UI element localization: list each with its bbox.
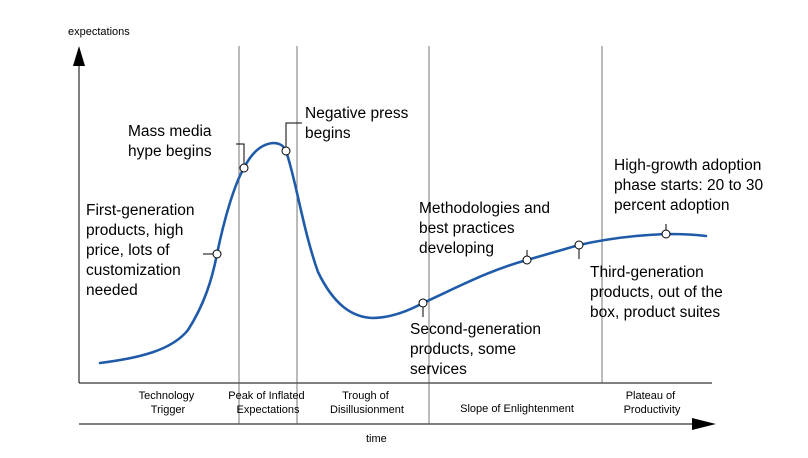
marker-mass-media <box>239 163 249 173</box>
annotation-first-generation: First-generation products, high price, l… <box>86 202 199 299</box>
annotation-mass-media: Mass media hype begins <box>128 123 216 160</box>
y-axis-label: expectations <box>68 26 130 38</box>
x-axis-label: time <box>366 433 387 445</box>
annotation-methodologies: Methodologies and best practices develop… <box>419 200 554 257</box>
hype-curve <box>98 141 708 365</box>
marker-second-generation <box>418 298 428 308</box>
marker-negative-press <box>281 146 291 156</box>
marker-high-growth <box>661 229 671 239</box>
marker-third-generation <box>574 240 584 250</box>
marker-first-generation <box>212 249 222 259</box>
y-axis-arrow <box>73 46 85 66</box>
phase-label-plateau: Plateau of Productivity <box>624 390 681 416</box>
curve-markers <box>212 146 671 308</box>
phase-label-slope: Slope of Enlightenment <box>460 403 574 415</box>
annotation-negative-press: Negative press begins <box>305 105 413 142</box>
phase-label-trough: Trough of Disillusionment <box>330 390 404 416</box>
leader-mass-media <box>236 143 245 168</box>
phase-label-peak: Peak of Inflated Expectations <box>228 390 308 416</box>
annotation-third-generation: Third-generation products, out of the bo… <box>590 264 727 321</box>
marker-methodologies <box>522 255 532 265</box>
leader-negative-press <box>285 122 302 151</box>
annotation-high-growth: High-growth adoption phase starts: 20 to… <box>614 157 767 214</box>
x-axis-arrow <box>692 418 716 430</box>
phase-label-technology-trigger: Technology Trigger <box>139 390 198 416</box>
annotation-second-generation: Second-generation products, some service… <box>410 321 545 378</box>
